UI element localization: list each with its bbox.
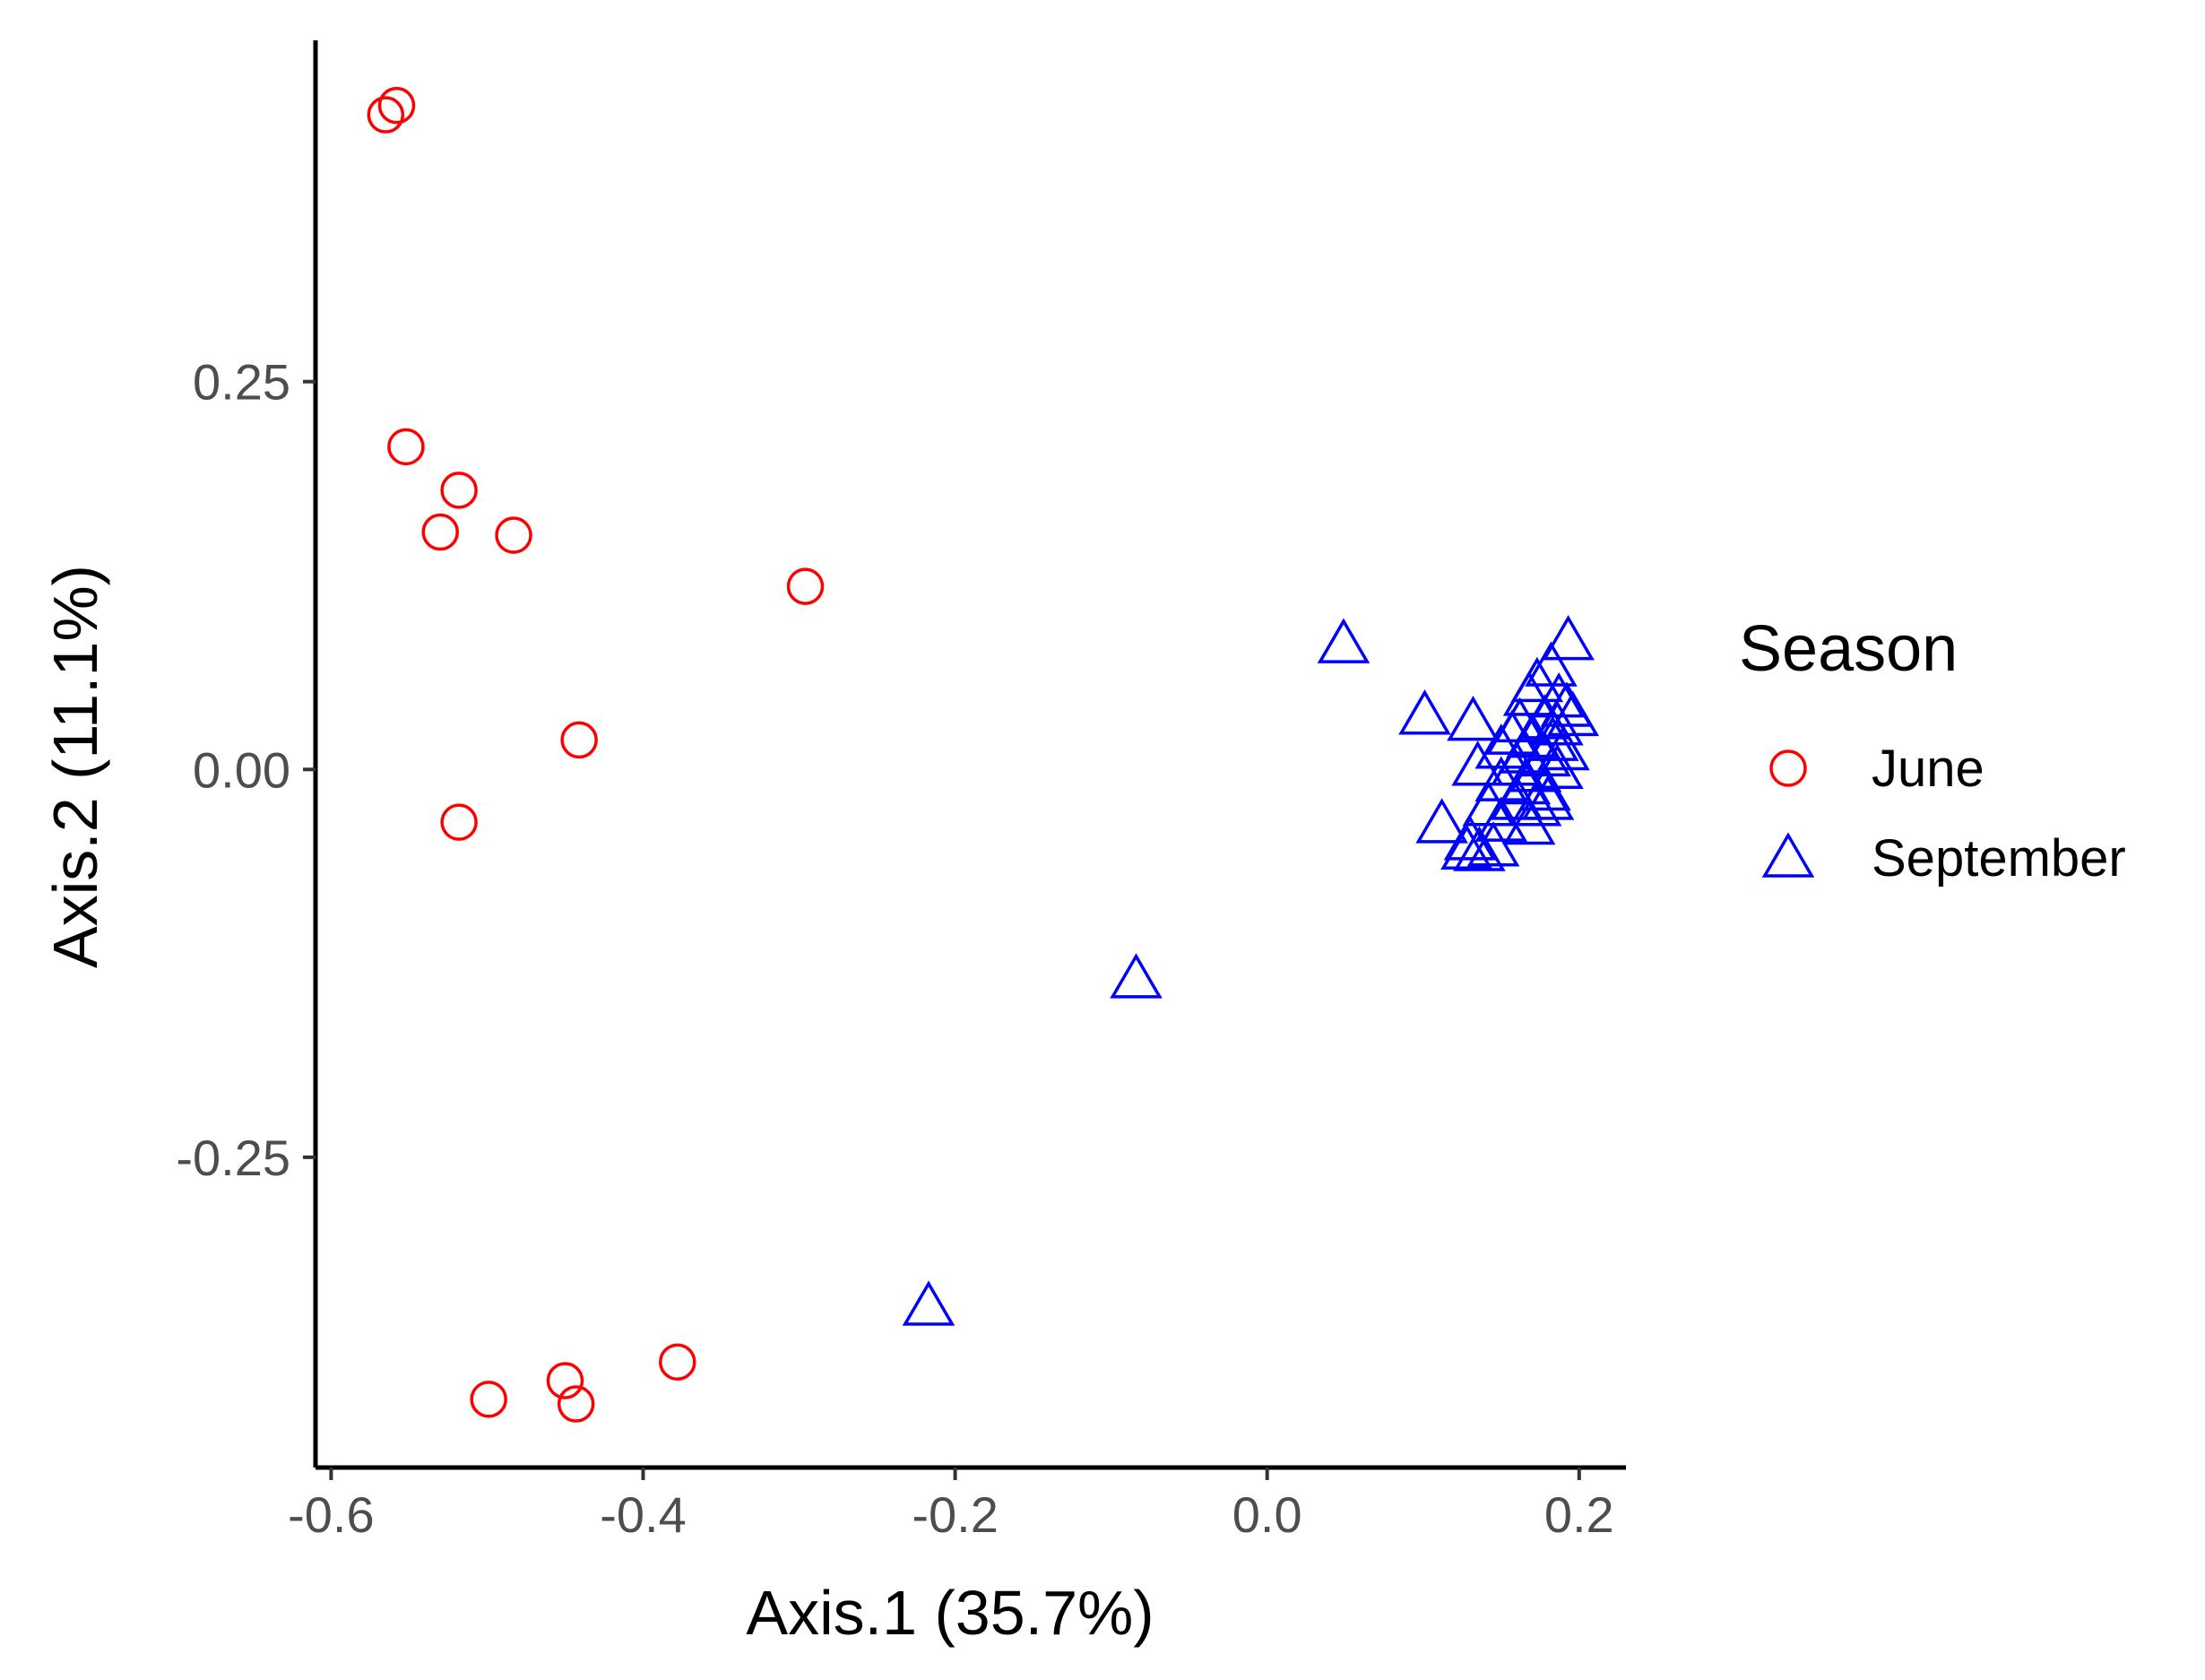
legend: Season June September [1739,613,2126,888]
september-point [1509,781,1562,827]
june-point [421,513,459,551]
series-september [902,614,1600,1326]
september-point [1415,798,1468,844]
legend-item-september: September [1761,829,2126,888]
x-ticks: -0.6 -0.4 -0.2 0.0 0.2 [288,1468,1614,1543]
september-point [902,1280,956,1326]
september-point [1443,815,1497,861]
legend-label: September [1872,829,2126,888]
y-tick-label: 0.25 [193,354,290,411]
september-point [1474,723,1528,769]
x-axis-title: Axis.1 (35.7%) [746,1578,1154,1648]
x-tick-label: -0.6 [288,1486,375,1543]
y-tick-label: 0.00 [193,741,290,798]
september-point [1453,826,1506,871]
june-point [440,472,478,509]
legend-title: Season [1739,613,1958,685]
september-point [1447,695,1500,741]
legend-key-circle-icon [1769,749,1807,787]
june-point [440,803,478,841]
legend-key-triangle-icon [1761,832,1815,878]
x-tick-label: -0.4 [600,1486,687,1543]
x-tick-label: 0.0 [1232,1486,1302,1543]
series-june [367,86,825,1423]
y-axis-title: Axis.2 (11.1%) [40,565,110,968]
september-point [1451,740,1504,786]
y-tick-label: -0.25 [176,1130,290,1186]
legend-items: June September [1761,740,2126,888]
legend-label: June [1872,740,1984,798]
june-point [377,86,416,125]
september-point [1521,775,1575,820]
june-point [557,1385,595,1423]
june-point [495,516,532,554]
june-point [546,1362,584,1399]
june-point [367,96,405,134]
september-point [1466,821,1520,867]
plot-points [367,86,1600,1423]
axes: -0.6 -0.4 -0.2 0.0 0.2 0.25 0.00 -0.25 [176,40,1626,1543]
y-ticks: 0.25 0.00 -0.25 [176,354,316,1186]
september-point [1317,618,1371,663]
september-point [1110,953,1163,999]
legend-item-june: June [1769,740,1984,798]
september-point [1546,690,1600,737]
september-point [1502,799,1556,845]
september-point [1542,614,1595,661]
june-point [470,1381,507,1418]
x-tick-label: 0.2 [1544,1486,1614,1543]
x-tick-label: -0.2 [912,1486,999,1543]
june-point [786,567,825,605]
june-point [387,428,425,466]
september-point [1537,724,1590,771]
june-point [659,1343,696,1381]
september-point [1398,689,1451,735]
june-point [560,721,598,759]
